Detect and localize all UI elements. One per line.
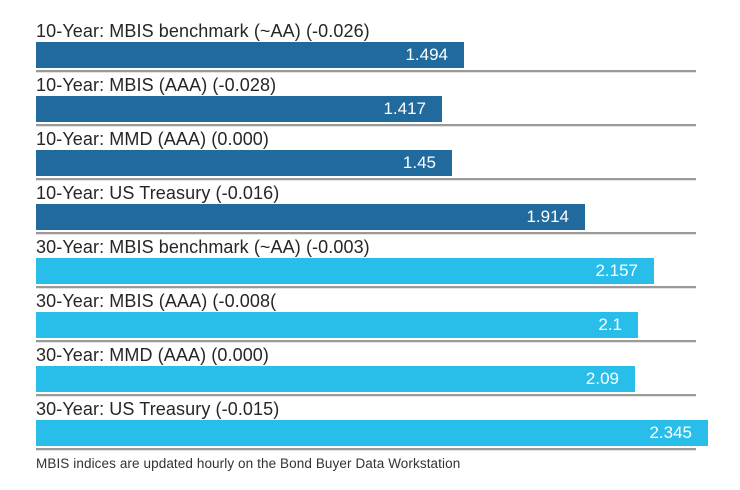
bar-row: 10-Year: US Treasury (-0.016) 1.914 [36,183,740,237]
bar-value-label: 1.494 [405,45,448,64]
row-separator [36,394,696,397]
bar-category-label: 30-Year: MBIS (AAA) (-0.008( [36,291,277,311]
row-separator [36,124,696,127]
bar-category-label: 10-Year: US Treasury (-0.016) [36,183,280,203]
bar-category-label: 30-Year: MMD (AAA) (0.000) [36,345,270,365]
bar-value-label: 1.417 [383,99,426,118]
row-separator [36,70,696,73]
bar-value-label: 2.09 [585,369,619,388]
row-separator [36,232,696,235]
bar: 1.914 [36,204,585,230]
bar: 2.1 [36,312,638,338]
bar-value-label: 1.914 [526,207,569,226]
bar-row: 30-Year: MBIS benchmark (~AA) (-0.003) 2… [36,237,740,291]
bar-category-label: 10-Year: MBIS benchmark (~AA) (-0.026) [36,21,370,41]
bar: 1.417 [36,96,442,122]
bar-category-label: 10-Year: MBIS (AAA) (-0.028) [36,75,277,95]
bar: 2.345 [36,420,708,446]
bar-value-label: 2.1 [598,315,622,334]
bar-row: 10-Year: MBIS benchmark (~AA) (-0.026) 1… [36,21,740,75]
bar-row: 30-Year: US Treasury (-0.015) 2.345 [36,399,740,453]
bar-row: 10-Year: MMD (AAA) (0.000) 1.45 [36,129,740,183]
row-separator [36,448,696,451]
bar: 2.157 [36,258,654,284]
row-separator [36,340,696,343]
bar-row: 10-Year: MBIS (AAA) (-0.028) 1.417 [36,75,740,129]
bar-row: 30-Year: MMD (AAA) (0.000) 2.09 [36,345,740,399]
chart-footnote: MBIS indices are updated hourly on the B… [36,456,461,471]
bar-value-label: 2.345 [649,423,692,442]
bar-category-label: 30-Year: US Treasury (-0.015) [36,399,280,419]
chart-rows: 10-Year: MBIS benchmark (~AA) (-0.026) 1… [36,21,740,453]
bar-row: 30-Year: MBIS (AAA) (-0.008( 2.1 [36,291,740,345]
bar-value-label: 2.157 [595,261,638,280]
bar: 1.45 [36,150,452,176]
row-separator [36,286,696,289]
row-separator [36,178,696,181]
bar: 2.09 [36,366,635,392]
bar-value-label: 1.45 [402,153,436,172]
bar-category-label: 10-Year: MMD (AAA) (0.000) [36,129,270,149]
bar-category-label: 30-Year: MBIS benchmark (~AA) (-0.003) [36,237,370,257]
bar: 1.494 [36,42,464,68]
